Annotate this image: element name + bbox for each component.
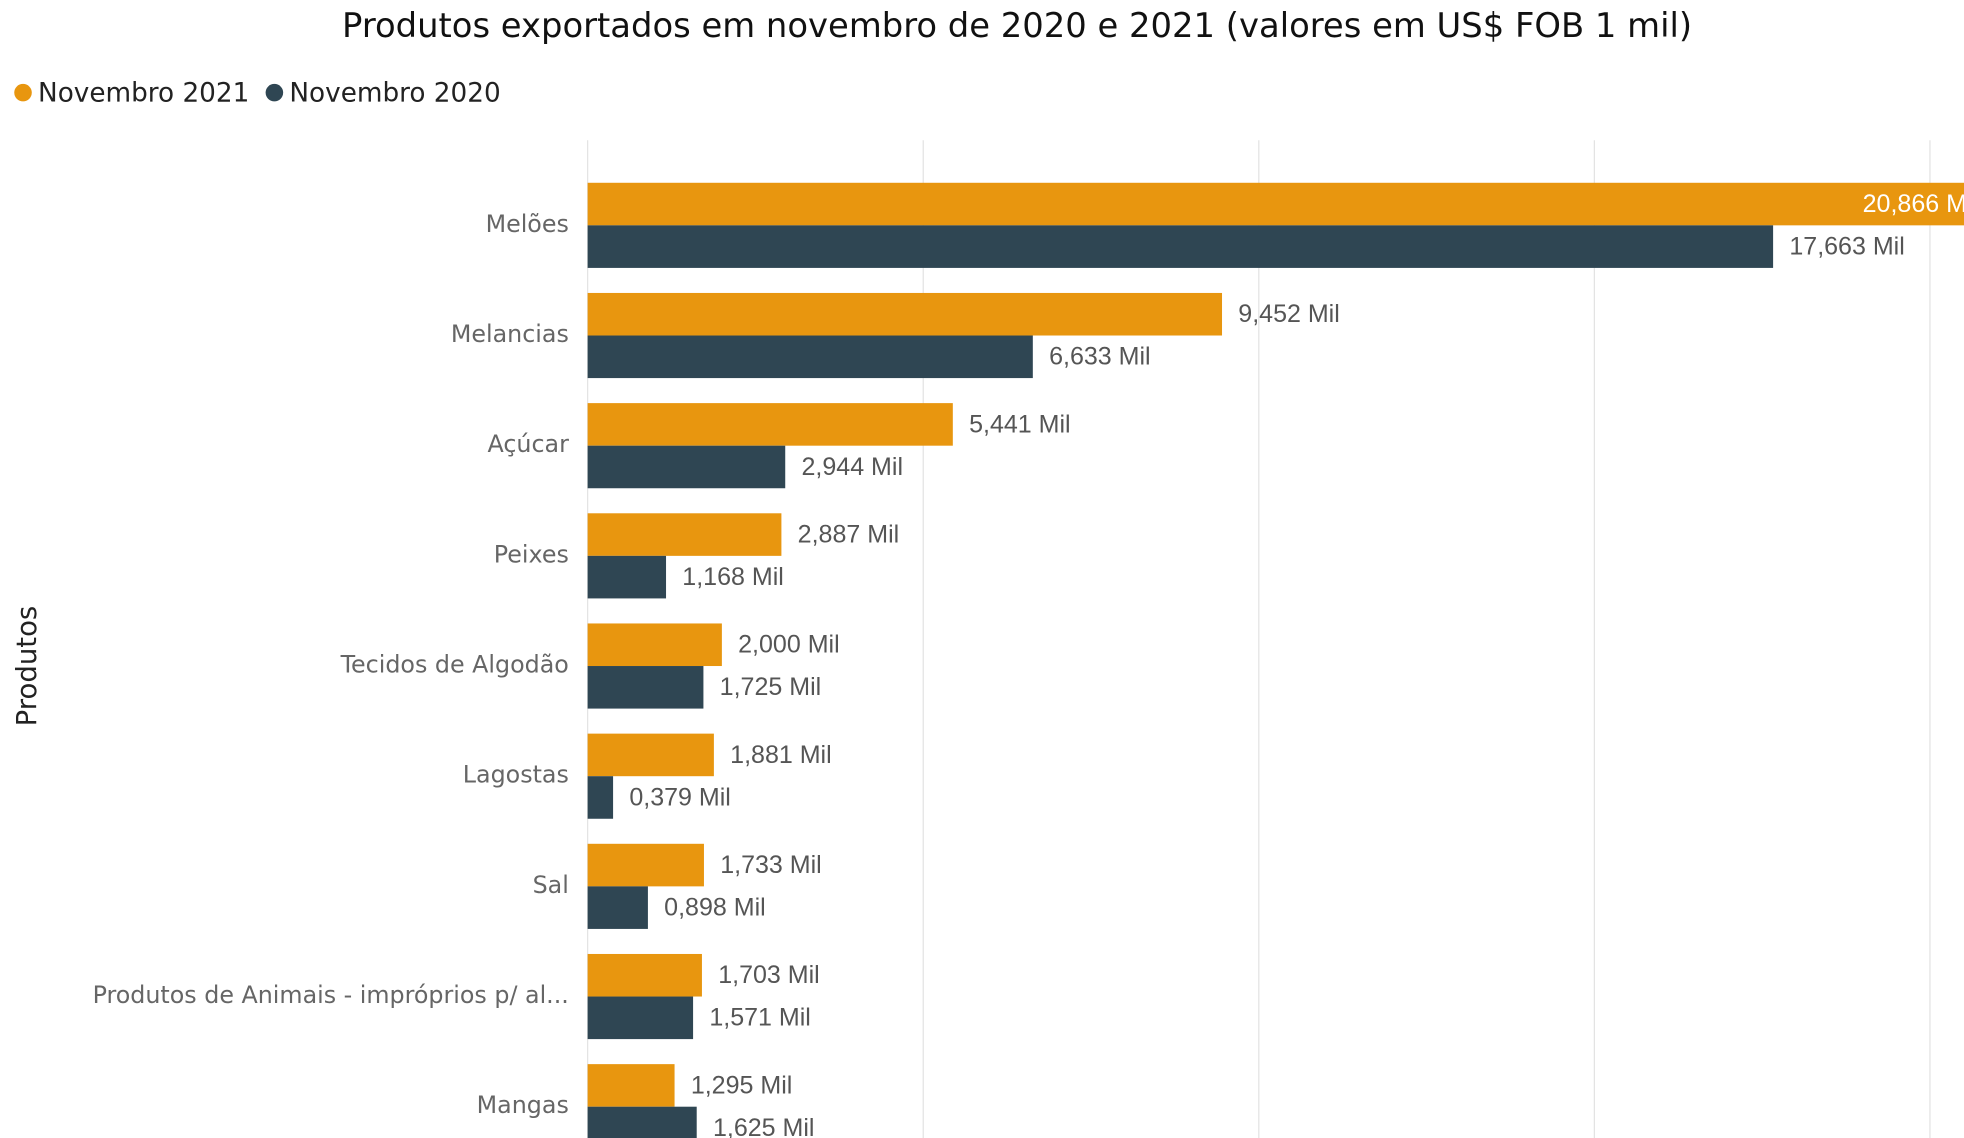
data-label: 1,571 Mil (709, 1004, 811, 1032)
data-label: 1,725 Mil (720, 673, 822, 701)
data-label: 2,000 Mil (738, 631, 840, 659)
data-label: 1,295 Mil (691, 1071, 793, 1099)
data-label: 1,733 Mil (720, 851, 822, 879)
y-tick-label: Melões (486, 210, 569, 238)
bar (587, 292, 1223, 336)
data-label: 9,452 Mil (1238, 300, 1340, 328)
data-label: 20,866 Mil (1863, 190, 1964, 218)
bar (587, 513, 782, 556)
data-label: 0,379 Mil (629, 783, 731, 811)
bar (587, 1106, 697, 1138)
data-label: 1,168 Mil (682, 563, 784, 591)
data-label: 2,944 Mil (802, 453, 904, 481)
bar (587, 1064, 675, 1107)
bar (587, 776, 614, 819)
bar (587, 996, 694, 1040)
y-tick-label: Açúcar (487, 430, 569, 458)
bar (587, 445, 786, 489)
bar (587, 182, 1964, 226)
legend-label: Novembro 2021 (38, 78, 249, 108)
y-tick-label: Melancias (451, 320, 569, 348)
legend-label: Novembro 2020 (289, 78, 500, 108)
bar (587, 335, 1033, 379)
y-tick-label: Sal (533, 871, 569, 899)
data-label: 5,441 Mil (969, 410, 1071, 438)
y-tick-label: Produtos de Animais - impróprios p/ al..… (93, 981, 569, 1009)
bar (587, 953, 702, 997)
y-tick-label: Lagostas (463, 761, 569, 789)
legend-swatch (14, 83, 32, 102)
bar (587, 623, 722, 667)
bar (587, 886, 648, 929)
bar (587, 555, 667, 599)
data-label: 6,633 Mil (1049, 343, 1151, 371)
data-label: 1,881 Mil (730, 741, 832, 769)
bar (587, 843, 704, 887)
chart-title: Produtos exportados em novembro de 2020 … (342, 6, 1692, 45)
bar (587, 733, 714, 777)
data-label: 0,898 Mil (664, 894, 766, 922)
bar (587, 666, 704, 709)
y-tick-label: Peixes (494, 540, 569, 568)
y-tick-label: Tecidos de Algodão (340, 651, 569, 679)
bar (587, 225, 1774, 268)
bar (587, 403, 953, 446)
y-axis-title: Produtos (11, 606, 43, 727)
y-tick-label: Mangas (477, 1091, 569, 1119)
data-label: 1,703 Mil (718, 961, 820, 989)
data-label: 2,887 Mil (798, 520, 900, 548)
legend-swatch (265, 83, 284, 102)
data-label: 17,663 Mil (1789, 232, 1904, 260)
data-label: 1,625 Mil (713, 1114, 815, 1138)
